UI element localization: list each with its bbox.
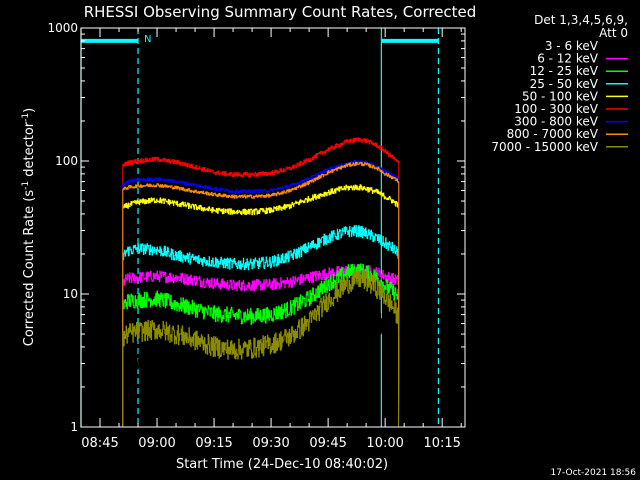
x-axis: 08:45 09:00 09:15 09:30 09:45 10:00 10:15	[80, 28, 462, 451]
y-label-end: )	[22, 108, 37, 113]
y-tick-label: 10	[63, 287, 78, 301]
x-tick-label: 09:15	[195, 436, 232, 451]
series-line	[122, 137, 400, 428]
legend-label: 25 - 50 keV	[530, 77, 599, 91]
legend-label: 6 - 12 keV	[537, 52, 599, 66]
legend-label: 300 - 800 keV	[514, 115, 598, 129]
x-tick-label: 10:00	[366, 436, 403, 451]
series-line	[122, 184, 400, 428]
x-tick-label: 09:00	[138, 436, 175, 451]
legend-label: 800 - 7000 keV	[507, 127, 599, 141]
legend-label: 3 - 6 keV	[545, 39, 599, 53]
legend-header-attenuator: Att 0	[599, 26, 628, 40]
y-tick-label: 1	[70, 420, 78, 434]
x-tick-label: 10:15	[423, 436, 460, 451]
x-tick-label: 09:45	[309, 436, 346, 451]
series-line	[122, 161, 400, 428]
x-axis-label: Start Time (24-Dec-10 08:40:02)	[176, 457, 388, 472]
night-label: N	[144, 34, 151, 45]
series-line	[122, 160, 400, 428]
legend-header: Det 1,3,4,5,6,9,	[534, 13, 628, 27]
y-tick-label: 100	[55, 154, 78, 168]
legend-label: 7000 - 15000 keV	[491, 140, 598, 154]
y-axis: 1 10 100 1000	[47, 21, 465, 434]
y-label-base: Corrected Count Rate (s	[22, 190, 37, 347]
generation-timestamp: 17-Oct-2021 18:56	[551, 468, 637, 478]
series-line	[122, 268, 400, 428]
plot-frame	[80, 27, 466, 428]
x-tick-label: 08:45	[81, 436, 118, 451]
legend-label: 50 - 100 keV	[522, 89, 599, 103]
y-label-exp1: -1	[21, 181, 31, 190]
series-line	[122, 291, 400, 428]
series-line	[122, 225, 400, 428]
legend-label: 100 - 300 keV	[514, 102, 598, 116]
chart-title: RHESSI Observing Summary Count Rates, Co…	[84, 3, 477, 21]
legend-label: 12 - 25 keV	[530, 64, 599, 78]
y-label-exp2: -1	[21, 113, 31, 122]
y-label-mid: detector	[22, 121, 37, 181]
y-axis-label: Corrected Count Rate (s-1 detector-1)	[21, 108, 37, 346]
series-layer	[122, 137, 400, 428]
y-tick-label: 1000	[47, 21, 78, 35]
x-tick-label: 09:30	[252, 436, 289, 451]
